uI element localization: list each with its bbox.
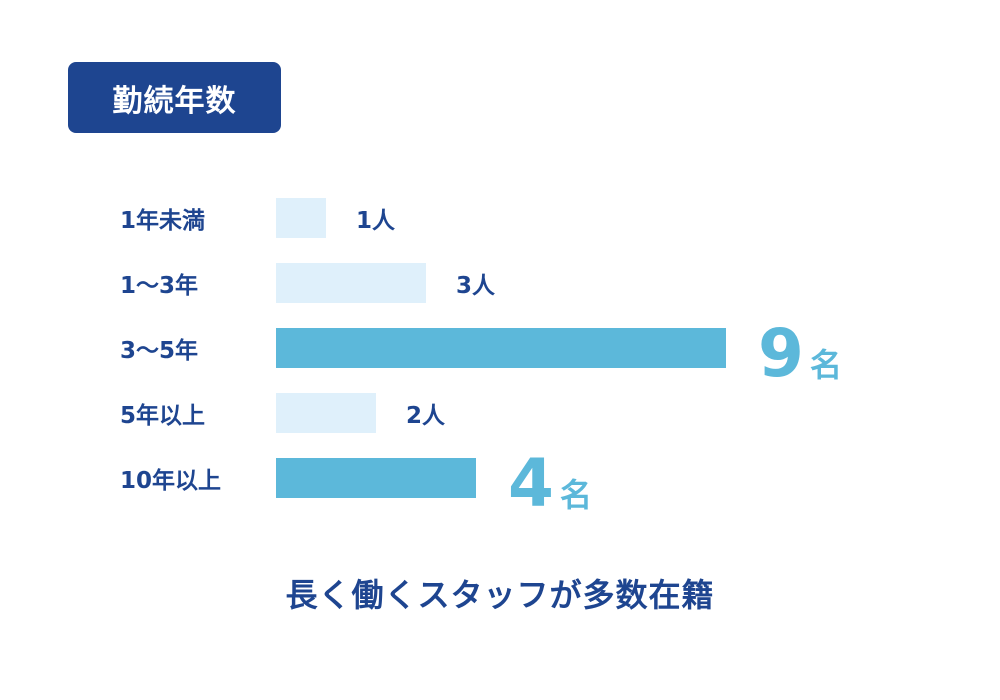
category-label: 10年以上 <box>120 468 222 494</box>
category-label: 5年以上 <box>120 403 206 429</box>
bar <box>276 458 476 498</box>
data-label-unit: 人 <box>422 403 446 429</box>
data-label-value: 4 <box>508 445 554 522</box>
data-label-unit: 人 <box>472 273 496 299</box>
chart-title-badge: 勤続年数 <box>68 62 281 133</box>
data-label-unit: 人 <box>372 208 396 234</box>
category-label: 1〜3年 <box>120 273 199 299</box>
bar <box>276 198 326 238</box>
data-label-value: 1 <box>356 208 373 234</box>
chart-title: 勤続年数 <box>112 83 237 119</box>
data-label-unit: 名 <box>559 476 592 514</box>
footer-caption: 長く働くスタッフが多数在籍 <box>285 576 715 614</box>
data-label-value: 3 <box>456 273 473 299</box>
bar <box>276 328 726 368</box>
data-label-unit: 名 <box>809 346 842 384</box>
bar <box>276 393 376 433</box>
data-label-value: 2 <box>406 403 423 429</box>
category-label: 1年未満 <box>120 208 206 234</box>
data-label-value: 9 <box>758 315 804 392</box>
category-label: 3〜5年 <box>120 338 199 364</box>
bar <box>276 263 426 303</box>
